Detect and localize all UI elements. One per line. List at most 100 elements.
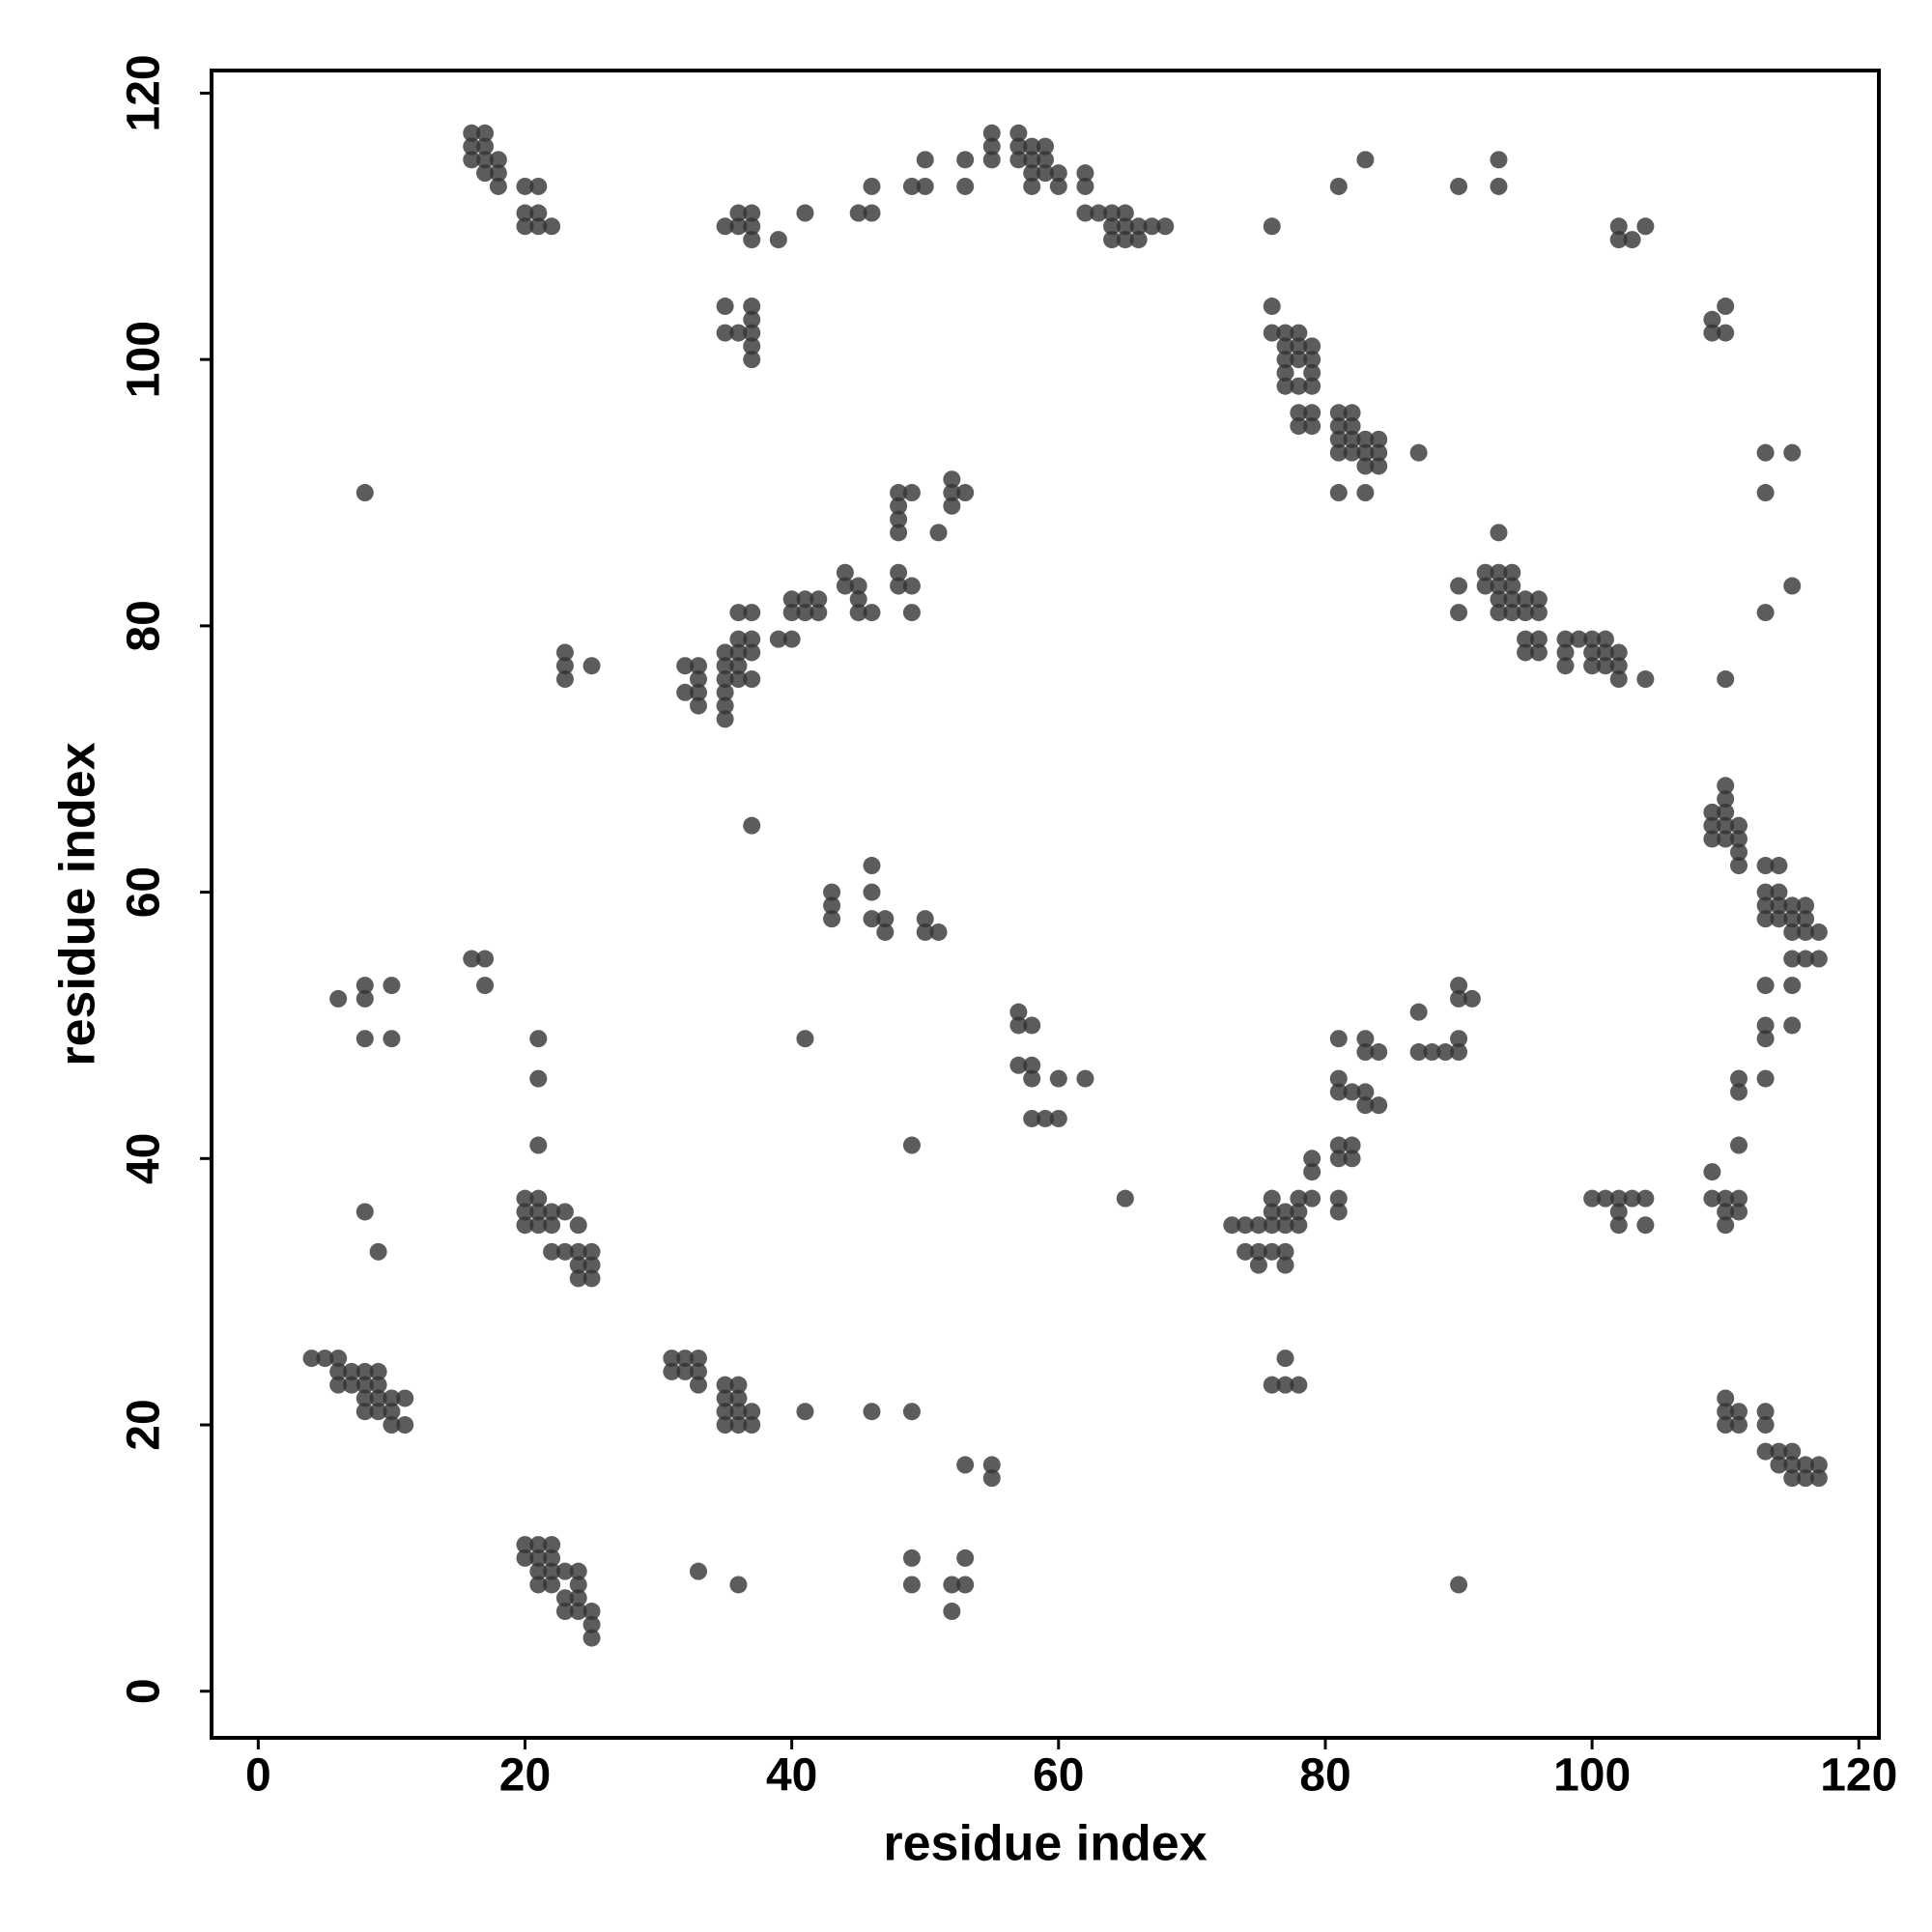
point (1356, 1030, 1375, 1048)
point (1756, 896, 1775, 915)
point (355, 1203, 374, 1221)
point (676, 1350, 695, 1368)
point (902, 1136, 921, 1154)
point (1223, 1216, 1241, 1235)
point (355, 1030, 374, 1048)
point (1263, 1376, 1281, 1394)
x-tick-label: 80 (1299, 1750, 1350, 1802)
point (876, 923, 895, 941)
point (569, 1269, 587, 1288)
x-tick-label: 40 (766, 1750, 817, 1802)
x-tick-label: 0 (245, 1750, 271, 1802)
point (1529, 630, 1548, 648)
point (1703, 830, 1721, 848)
point (1783, 977, 1802, 995)
point (569, 1603, 587, 1621)
point (1770, 883, 1788, 901)
point (476, 137, 495, 156)
point (355, 989, 374, 1008)
point (1436, 1043, 1455, 1062)
point (1023, 1016, 1041, 1035)
point (1370, 457, 1388, 475)
x-tick-label: 20 (499, 1750, 551, 1802)
point (1529, 643, 1548, 662)
point (1609, 231, 1628, 249)
point (743, 1403, 761, 1421)
point (729, 1403, 748, 1421)
point (1797, 1456, 1815, 1474)
point (1356, 1083, 1375, 1101)
point (1596, 1189, 1614, 1208)
y-tick-label: 20 (119, 1399, 170, 1450)
point (876, 910, 895, 928)
point (716, 657, 734, 675)
point (342, 1362, 360, 1380)
point (676, 657, 695, 675)
point (1263, 1189, 1281, 1208)
point (982, 1469, 1001, 1488)
point (529, 204, 548, 222)
point (1290, 1216, 1308, 1235)
point (1276, 1203, 1294, 1221)
point (1609, 1203, 1628, 1221)
point (689, 657, 707, 675)
point (1076, 164, 1094, 183)
point (689, 1376, 707, 1394)
point (1636, 1189, 1655, 1208)
point (1730, 857, 1748, 875)
point (555, 1562, 574, 1580)
point (890, 484, 908, 502)
point (543, 217, 561, 236)
point (1356, 484, 1375, 502)
point (902, 1576, 921, 1594)
point (849, 204, 867, 222)
point (956, 484, 975, 502)
point (1103, 204, 1122, 222)
point (716, 217, 734, 236)
point (1303, 337, 1321, 355)
point (1770, 910, 1788, 928)
point (729, 217, 748, 236)
point (1797, 910, 1815, 928)
point (582, 1269, 601, 1288)
point (1770, 896, 1788, 915)
point (982, 1456, 1001, 1474)
point (1009, 1003, 1028, 1021)
point (1276, 1256, 1294, 1274)
point (1076, 204, 1094, 222)
point (943, 470, 961, 489)
point (1517, 590, 1535, 609)
point (743, 217, 761, 236)
point (489, 164, 507, 183)
point (1636, 1216, 1655, 1235)
point (355, 484, 374, 502)
point (1609, 657, 1628, 675)
point (1263, 1203, 1281, 1221)
point (1809, 950, 1828, 968)
point (1103, 217, 1122, 236)
point (1717, 790, 1735, 809)
point (1037, 151, 1054, 169)
point (516, 217, 534, 236)
point (689, 1562, 707, 1580)
point (1249, 1216, 1267, 1235)
point (716, 670, 734, 689)
point (689, 683, 707, 701)
point (729, 1376, 748, 1394)
point (1756, 443, 1775, 462)
point (1116, 217, 1134, 236)
point (569, 1216, 587, 1235)
point (1490, 604, 1508, 622)
point (1303, 1163, 1321, 1181)
y-tick-label: 0 (119, 1678, 170, 1704)
point (1797, 1469, 1815, 1488)
point (529, 1189, 548, 1208)
point (1009, 124, 1028, 142)
point (689, 670, 707, 689)
point (543, 1216, 561, 1235)
point (369, 1389, 387, 1407)
point (1490, 563, 1508, 582)
point (943, 1603, 961, 1621)
point (1730, 830, 1748, 848)
point (1717, 803, 1735, 821)
